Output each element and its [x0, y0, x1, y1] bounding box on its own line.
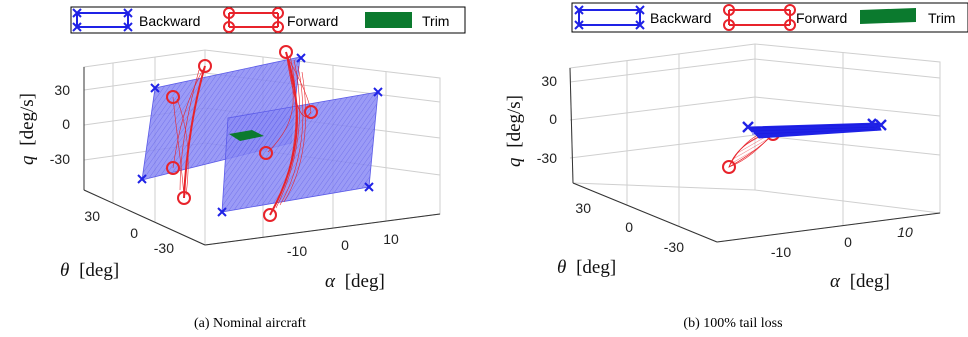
alpha-ticks-b: -10 0 10: [771, 224, 913, 260]
alpha-tick: 0: [341, 237, 349, 253]
theta-tick: -30: [664, 239, 684, 255]
q-tick: -30: [537, 150, 557, 166]
caption-a: (a) Nominal aircraft: [194, 316, 306, 331]
legend-trim-swatch: [860, 8, 916, 24]
legend-trim-label: Trim: [928, 10, 955, 26]
theta-ticks-b: 30 0 -30: [575, 200, 684, 255]
alpha-axis-label-b: α [deg]: [830, 271, 890, 292]
theta-tick: 30: [575, 200, 591, 216]
legend-a: Backward Forward Trim: [70, 6, 466, 34]
forward-trajectories-a: [166, 45, 318, 222]
theta-tick: -30: [154, 240, 174, 256]
caption-b: (b) 100% tail loss: [683, 316, 782, 331]
q-tick: -30: [50, 151, 70, 167]
q-ticks-b: 30 0 -30: [537, 73, 557, 166]
alpha-tick: -10: [771, 244, 791, 260]
legend-backward-swatch: [72, 8, 133, 32]
alpha-axis-label-a: α [deg]: [325, 271, 385, 292]
q-axis-label-a: q [deg/s]: [17, 93, 38, 165]
legend-forward-swatch: [223, 7, 284, 33]
legend-backward-label: Backward: [139, 13, 200, 29]
legend-backward-label: Backward: [650, 10, 711, 26]
legend-trim-swatch: [365, 12, 412, 28]
alpha-tick: 10: [383, 231, 399, 247]
q-axis-label-b: q [deg/s]: [504, 95, 525, 167]
theta-axis-label-b: θ [deg]: [557, 257, 616, 278]
theta-tick: 30: [84, 208, 100, 224]
theta-tick: 0: [625, 219, 633, 235]
trim-region-a: [229, 130, 264, 141]
alpha-tick: 10: [897, 224, 913, 240]
legend-trim-label: Trim: [422, 13, 449, 29]
panel-a: Backward Forward Trim: [17, 6, 466, 331]
theta-ticks-a: 30 0 -30: [84, 208, 174, 256]
axes-lines-b: [569, 67, 941, 243]
theta-tick: 0: [130, 225, 138, 241]
q-tick: 30: [541, 73, 557, 89]
q-tick: 0: [62, 116, 70, 132]
legend-forward-swatch: [723, 4, 796, 31]
alpha-ticks-a: -10 0 10: [287, 231, 399, 259]
legend-backward-swatch: [574, 5, 645, 30]
legend-forward-label: Forward: [287, 13, 338, 29]
backward-surface-b: [742, 118, 887, 139]
theta-axis-label-a: θ [deg]: [60, 260, 119, 281]
alpha-tick: 0: [844, 234, 852, 250]
legend-forward-label: Forward: [796, 10, 847, 26]
q-ticks-a: 30 0 -30: [50, 82, 70, 167]
legend-b: Backward Forward Trim: [571, 2, 968, 33]
panel-b: Backward Forward Trim: [504, 2, 968, 331]
alpha-tick: -10: [287, 243, 307, 259]
q-tick: 30: [54, 82, 70, 98]
q-tick: 0: [549, 111, 557, 127]
axes-lines-a: [83, 67, 441, 246]
